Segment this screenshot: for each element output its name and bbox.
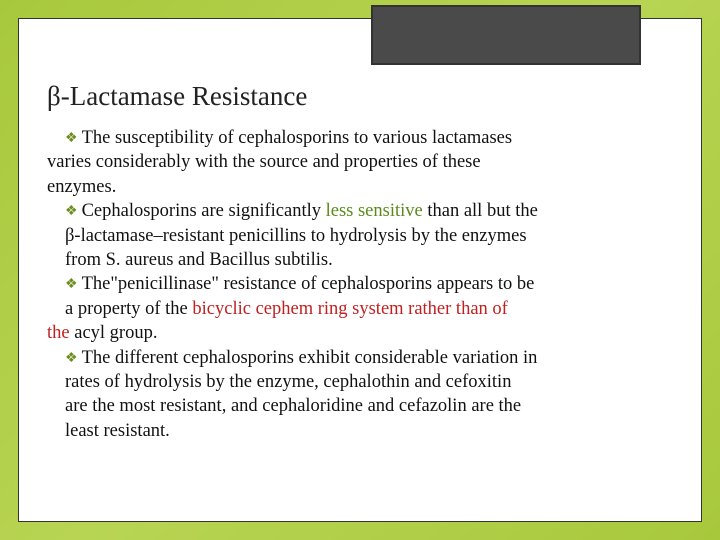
bullet-2-line-2: β-lactamase–resistant penicillins to hyd… <box>47 224 673 248</box>
bullet-3-line-1: The"penicillinase" resistance of cephalo… <box>82 274 535 294</box>
bullet-3-line-2a: a property of the <box>65 299 192 319</box>
bullet-2-line-1a: Cephalosporins are significantly <box>82 201 326 221</box>
bullet-1-line-2: varies considerably with the source and … <box>47 150 673 174</box>
bullet-2-highlight-green: less sensitive <box>326 201 423 221</box>
bullet-1-line-1b: susceptibility of cephalosporins to vari… <box>110 128 512 148</box>
bullet-4-line-4: least resistant. <box>47 419 673 443</box>
bullet-3-highlight-red-2: the <box>47 323 74 343</box>
bullet-icon: ❖ <box>65 276 78 294</box>
bullet-4-line-2: rates of hydrolysis by the enzyme, cepha… <box>47 370 673 394</box>
bullet-3-highlight-red-1: bicyclic cephem ring system rather than … <box>192 299 507 319</box>
bullet-1-line-3: enzymes. <box>47 175 673 199</box>
bullet-icon: ❖ <box>65 203 78 221</box>
bullet-2-line-3: from S. aureus and Bacillus subtilis. <box>47 248 673 272</box>
bullet-2-line-1b: than all but the <box>423 201 538 221</box>
bullet-4-line-3: are the most resistant, and cephaloridin… <box>47 394 673 418</box>
slide-frame: β-Lactamase Resistance ❖The susceptibili… <box>18 18 702 522</box>
bullet-4-line-1b: different cephalosporins exhibit conside… <box>110 348 537 368</box>
bullet-4-line-1a: The <box>82 348 111 368</box>
bullet-icon: ❖ <box>65 350 78 368</box>
slide-title: β-Lactamase Resistance <box>47 81 673 112</box>
bullet-1-line-1a: The <box>82 128 111 148</box>
corner-decoration-box <box>371 5 641 65</box>
bullet-3-line-3: acyl group. <box>74 323 157 343</box>
bullet-icon: ❖ <box>65 130 78 148</box>
bullet-text-block: ❖The susceptibility of cephalosporins to… <box>47 126 673 443</box>
slide-content: β-Lactamase Resistance ❖The susceptibili… <box>19 19 701 463</box>
